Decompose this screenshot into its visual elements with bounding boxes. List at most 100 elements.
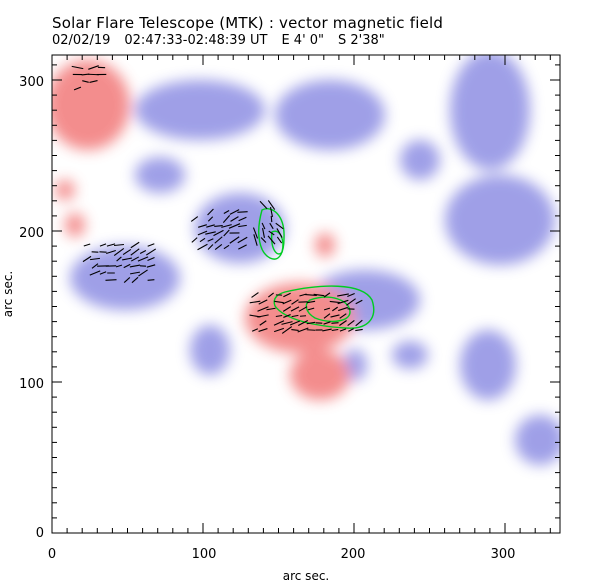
field-vector <box>253 234 258 246</box>
field-vector <box>73 86 82 91</box>
field-vector <box>106 243 116 247</box>
field-vector <box>122 257 132 261</box>
field-vector <box>298 320 308 326</box>
field-vector <box>273 327 285 333</box>
transverse-field-vectors <box>71 65 363 334</box>
field-vector <box>130 241 140 249</box>
field-vector <box>306 321 316 325</box>
field-vector <box>223 244 230 250</box>
field-vector <box>339 328 347 332</box>
field-vector <box>89 80 98 83</box>
field-vector <box>307 307 315 311</box>
field-vector <box>191 237 198 243</box>
field-vector <box>230 216 239 222</box>
field-vector <box>82 255 92 263</box>
field-vector <box>91 263 99 269</box>
field-vector <box>71 65 84 70</box>
field-vector <box>113 248 125 256</box>
field-vector <box>197 243 208 251</box>
field-vector <box>275 222 284 230</box>
field-vector <box>269 222 274 230</box>
field-vector <box>337 299 349 305</box>
field-vector <box>282 306 292 312</box>
field-vector <box>249 300 261 304</box>
field-vector <box>207 244 214 250</box>
field-vector <box>276 228 283 238</box>
field-vector <box>283 292 291 298</box>
field-vector <box>347 320 355 326</box>
field-vector <box>147 257 155 261</box>
field-vector <box>129 271 141 275</box>
field-vector <box>221 224 232 228</box>
field-vector <box>83 243 91 247</box>
field-vector <box>238 244 247 250</box>
field-vector <box>251 292 259 298</box>
field-vector <box>131 276 139 284</box>
field-vector <box>348 328 354 332</box>
field-vector <box>330 314 340 318</box>
field-vector <box>197 230 208 236</box>
field-vector <box>269 207 274 217</box>
field-vector <box>237 211 248 213</box>
y-tick-label: 100 <box>19 377 44 392</box>
field-vector <box>276 236 283 244</box>
field-vector <box>190 216 199 222</box>
x-tick-label: 0 <box>48 547 56 562</box>
field-vector <box>290 306 300 312</box>
plot-frame <box>51 54 561 534</box>
y-tick-label: 300 <box>19 75 44 90</box>
field-vector <box>147 243 155 247</box>
field-vector <box>323 321 331 325</box>
x-tick-label: 200 <box>341 547 366 562</box>
figure-title: Solar Flare Telescope (MTK) : vector mag… <box>52 14 444 32</box>
field-vector <box>122 248 132 256</box>
field-vector <box>289 320 301 326</box>
x-tick-label: 300 <box>491 547 516 562</box>
field-vector <box>337 293 349 297</box>
field-vector <box>88 65 99 70</box>
obs-date: 02/02/19 <box>52 33 111 48</box>
x-tick-label: 100 <box>192 547 217 562</box>
field-vector <box>268 230 275 236</box>
field-vector <box>260 237 267 243</box>
field-vector <box>259 200 268 210</box>
positive-polarity-regions <box>52 60 355 400</box>
field-vector <box>282 299 292 305</box>
field-vector <box>207 238 214 242</box>
obs-latitude: S 2'38" <box>338 33 385 48</box>
observation-info: 02/02/19 02:47:33-02:48:39 UT E 4' 0" S 2'3… <box>52 33 399 48</box>
field-vector <box>275 314 283 318</box>
field-vector <box>113 243 125 247</box>
field-vector <box>262 227 265 239</box>
field-vector <box>281 326 293 334</box>
field-vector <box>130 256 140 262</box>
field-vector <box>207 208 214 216</box>
field-vector <box>329 300 341 304</box>
obs-time-range: 02:47:33-02:48:39 UT <box>124 33 268 48</box>
field-vector <box>283 314 291 318</box>
axis-ticks <box>51 55 560 534</box>
field-vector <box>99 271 107 275</box>
field-vector <box>257 314 269 318</box>
field-vector <box>258 328 268 332</box>
y-axis-label: arc sec. <box>1 271 15 317</box>
field-vector <box>347 292 355 298</box>
field-vector <box>137 256 149 262</box>
field-vector <box>238 224 247 228</box>
field-vector <box>291 314 299 318</box>
magnetogram-image <box>52 55 560 465</box>
field-vector <box>238 216 247 222</box>
field-vector <box>214 225 223 227</box>
field-vector <box>322 328 332 332</box>
field-vector <box>339 313 347 319</box>
field-vector <box>146 264 156 268</box>
negative-polarity-regions <box>70 55 560 465</box>
field-vector <box>281 321 293 325</box>
field-vector <box>145 248 157 256</box>
field-vector <box>259 320 267 326</box>
field-vector <box>139 250 147 254</box>
field-vector <box>237 236 248 244</box>
field-vector <box>257 306 269 312</box>
field-vector <box>323 313 331 319</box>
